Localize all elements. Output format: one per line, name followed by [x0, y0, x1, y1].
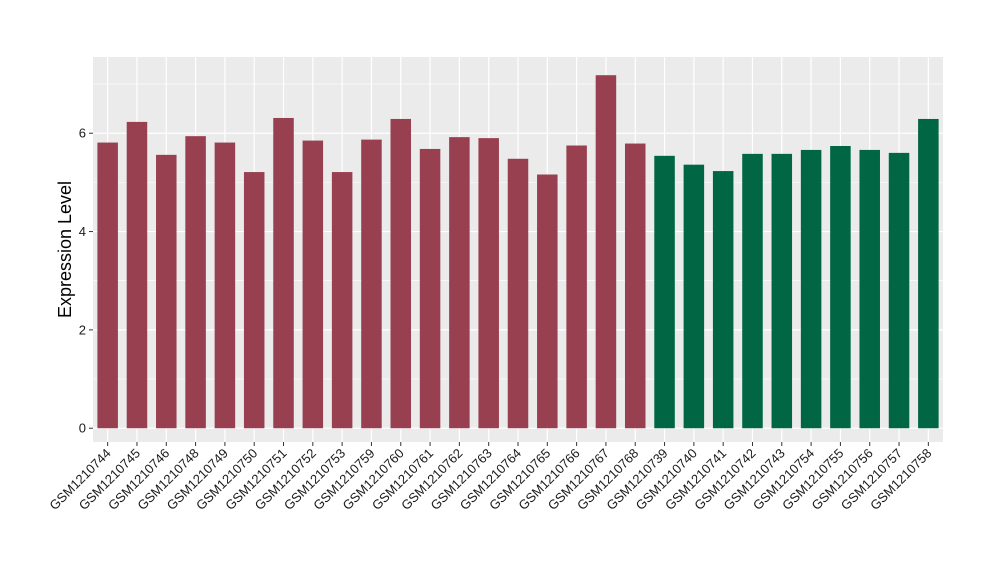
- bar: [712, 171, 734, 429]
- bar: [331, 172, 353, 429]
- bars: [97, 75, 939, 429]
- bar: [771, 153, 793, 429]
- y-tick-label: 6: [79, 126, 86, 141]
- y-tick-label: 0: [79, 421, 86, 436]
- y-tick-label: 2: [79, 322, 86, 337]
- bar: [918, 118, 939, 429]
- bar: [302, 140, 324, 429]
- bar: [595, 75, 617, 429]
- bar: [683, 164, 705, 429]
- bar: [419, 148, 441, 429]
- bar: [742, 153, 763, 429]
- y-axis: 0 2 4 6: [79, 126, 93, 436]
- bar: [624, 143, 646, 429]
- bar: [830, 145, 851, 429]
- bar: [800, 149, 822, 429]
- bar: [243, 172, 265, 429]
- bar: [390, 118, 412, 429]
- y-tick-label: 4: [79, 224, 86, 239]
- bar: [566, 145, 587, 429]
- bar: [654, 155, 675, 429]
- bar: [97, 142, 118, 429]
- bar: [478, 138, 499, 429]
- bar: [507, 158, 529, 429]
- bar: [273, 117, 294, 429]
- bar: [126, 121, 148, 429]
- bar: [537, 174, 558, 429]
- bar: [214, 142, 236, 429]
- bar: [156, 154, 177, 429]
- y-axis-title: Expression Level: [55, 181, 75, 318]
- bar: [185, 136, 206, 429]
- bar: [361, 139, 382, 429]
- bar: [449, 137, 470, 429]
- x-axis: GSM1210744GSM1210745GSM1210746GSM1210748…: [46, 442, 934, 513]
- bar: [888, 152, 910, 429]
- bar: [859, 149, 880, 429]
